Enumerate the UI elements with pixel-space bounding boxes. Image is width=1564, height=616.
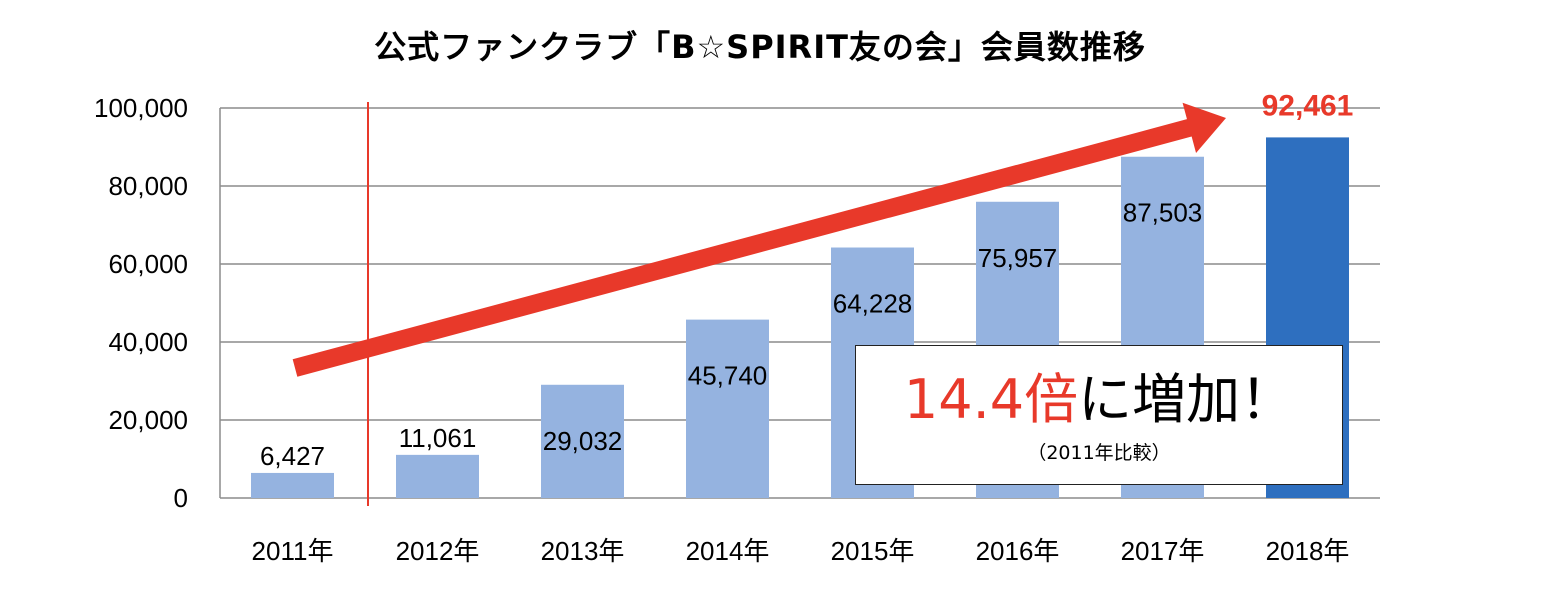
y-tick-label: 40,000: [108, 327, 188, 357]
x-tick-label: 2014年: [686, 536, 770, 566]
growth-multiplier: 14.4倍: [903, 368, 1079, 431]
y-tick-label: 80,000: [108, 171, 188, 201]
data-label: 87,503: [1123, 198, 1203, 228]
chart-title: 公式ファンクラブ「B☆SPIRIT友の会」会員数推移: [374, 28, 1146, 66]
y-tick-label: 20,000: [108, 405, 188, 435]
data-label: 92,461: [1262, 89, 1354, 122]
data-label: 45,740: [688, 361, 768, 391]
data-label: 29,032: [543, 426, 623, 456]
x-tick-label: 2018年: [1266, 536, 1350, 566]
growth-note: （2011年比較）: [1027, 442, 1171, 464]
growth-arrow: [292, 102, 1227, 377]
y-tick-label: 0: [174, 483, 188, 513]
bar-2012年: [396, 454, 479, 498]
data-label: 75,957: [978, 243, 1058, 273]
x-tick-label: 2016年: [976, 536, 1060, 566]
x-tick-label: 2013年: [541, 536, 625, 566]
bar-2011年: [251, 472, 334, 498]
bar-2013年: [541, 384, 624, 498]
data-label: 64,228: [833, 289, 913, 319]
data-label: 6,427: [260, 441, 325, 471]
bar-2014年: [686, 319, 769, 498]
x-tick-label: 2015年: [831, 536, 915, 566]
data-label: 11,061: [399, 423, 477, 453]
growth-callout: 14.4倍に増加！ （2011年比較）: [855, 345, 1343, 485]
y-tick-label: 60,000: [108, 249, 188, 279]
x-tick-label: 2011年: [252, 536, 334, 566]
x-tick-label: 2012年: [396, 536, 480, 566]
x-tick-label: 2017年: [1121, 536, 1205, 566]
growth-text: に増加！: [1078, 368, 1295, 431]
y-tick-label: 100,000: [94, 93, 188, 123]
